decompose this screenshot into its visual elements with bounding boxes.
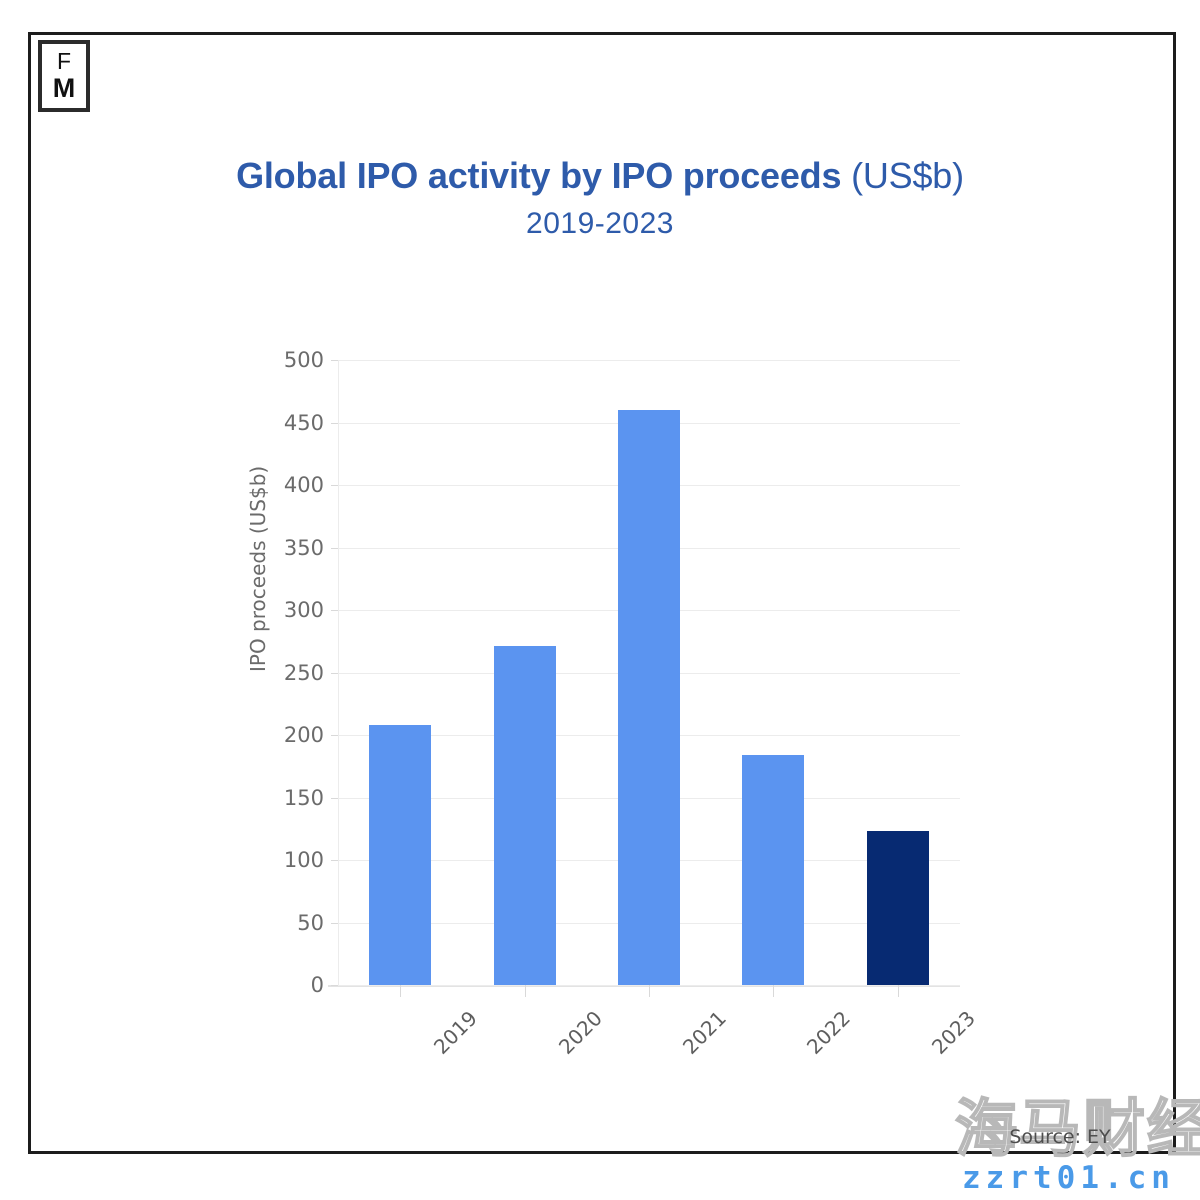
y-tick-label: 300: [283, 598, 324, 622]
watermark-url: zzrt01.cn: [962, 1160, 1175, 1196]
x-axis-line: [328, 985, 960, 987]
y-tick-mark: [331, 672, 338, 674]
y-tick-label: 450: [283, 410, 324, 435]
poster-frame: [28, 32, 1176, 1154]
bar-2021[interactable]: [618, 410, 680, 985]
y-tick-mark: [331, 547, 338, 549]
y-tick-mark: [331, 735, 338, 736]
x-tick-mark: [897, 985, 899, 997]
y-tick-label: 50: [297, 910, 324, 935]
y-tick-label: 400: [283, 473, 324, 497]
x-tick-mark: [400, 985, 402, 997]
y-tick-mark: [331, 422, 338, 424]
y-tick-label: 0: [310, 973, 324, 997]
y-tick-label: 150: [283, 785, 324, 810]
y-tick-label: 100: [283, 848, 324, 872]
bar-2023[interactable]: [866, 831, 929, 985]
chart-title: Global IPO activity by IPO proceeds (US$…: [0, 155, 1200, 197]
fm-logo: F M: [38, 40, 90, 112]
y-tick-mark: [331, 860, 338, 861]
y-tick-label: 350: [283, 535, 324, 560]
bar-2019[interactable]: [369, 725, 432, 985]
y-tick-label: 250: [283, 660, 324, 685]
y-tick-mark: [331, 610, 338, 611]
y-axis-title: IPO proceeds (US$b): [246, 465, 270, 672]
chart-title-block: Global IPO activity by IPO proceeds (US$…: [0, 155, 1200, 241]
y-tick-mark: [331, 360, 338, 361]
y-tick-mark: [331, 922, 338, 924]
y-tick-mark: [331, 797, 338, 799]
y-tick-mark: [331, 485, 338, 486]
logo-letter-f: F: [56, 48, 72, 74]
bar-2022[interactable]: [742, 755, 805, 985]
x-tick-mark: [773, 985, 775, 997]
source-note: Source: EY: [1009, 1126, 1111, 1148]
bar-2020[interactable]: [493, 646, 556, 985]
logo-letter-m: M: [52, 73, 76, 103]
plot-area: 0 50 100 150 200 250 300 350 400 450 500 2019 2020 2…: [284, 348, 980, 1059]
chart-title-unit: (US$b): [841, 155, 964, 196]
y-tick-label: 500: [283, 348, 324, 372]
chart-title-bold: Global IPO activity by IPO proceeds: [236, 155, 842, 196]
chart-subtitle: 2019-2023: [526, 207, 674, 240]
gridline: [338, 360, 960, 361]
y-tick-label: 200: [283, 723, 324, 747]
y-tick-mark: [331, 985, 338, 986]
x-tick-mark: [524, 985, 526, 997]
watermark-text: 海马财经: [954, 1092, 1200, 1165]
x-tick-mark: [649, 985, 650, 997]
